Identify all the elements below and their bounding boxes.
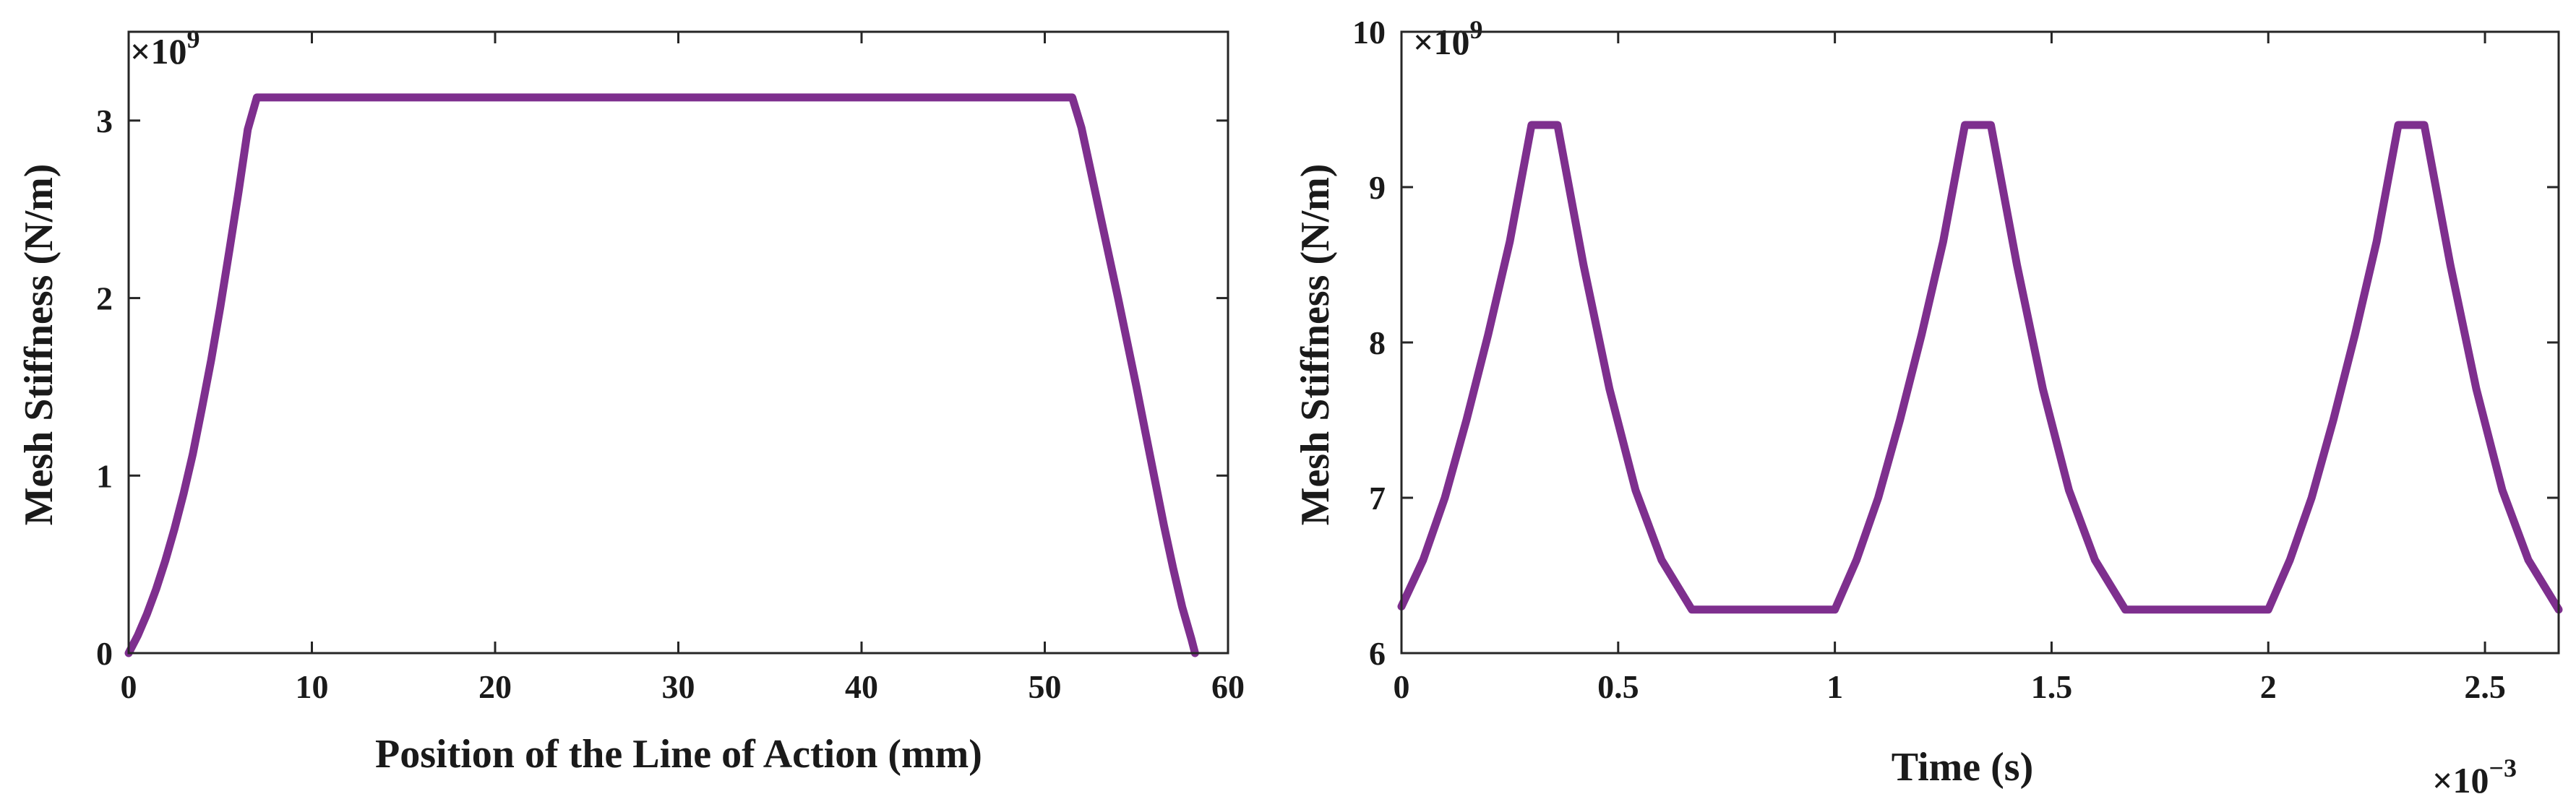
right-chart-y-tick-label: 6 (1369, 635, 1386, 672)
right-chart-y-tick-label: 10 (1352, 14, 1386, 51)
right-chart-y-exponent: ×109 (1413, 15, 1483, 62)
left-chart: Position of the Line of Action (mm) Mesh… (17, 25, 1245, 777)
left-chart-y-tick-label: 3 (96, 103, 113, 139)
left-chart-y-axis-title: Mesh Stiffness (N/m) (17, 164, 61, 526)
left-chart-x-tick-label: 40 (845, 668, 878, 705)
left-chart-y-tick-label: 0 (96, 635, 113, 672)
right-chart-tick-labels: 0 0.5 1 1.5 2 2.5 6 7 8 9 10 (1352, 14, 2506, 705)
left-chart-y-exponent: ×109 (130, 25, 200, 72)
right-chart-y-axis-title: Mesh Stiffness (N/m) (1293, 164, 1338, 526)
right-chart-x-tick-label: 1 (1826, 668, 1843, 705)
right-chart-x-axis-title: Time (s) (1892, 745, 2034, 790)
left-chart-x-axis-title-group: Position of the Line of Action (mm) (375, 732, 982, 777)
left-chart-x-tick-label: 50 (1029, 668, 1062, 705)
right-chart-x-tick-label: 2 (2260, 668, 2277, 705)
right-chart-x-tick-label: 1.5 (2031, 668, 2073, 705)
right-chart-x-exponent: ×10−3 (2432, 754, 2517, 800)
left-chart-x-tick-label: 60 (1211, 668, 1245, 705)
right-chart-series-line (1397, 121, 2563, 614)
left-chart-ticks (127, 32, 1229, 655)
left-chart-x-tick-label: 20 (478, 668, 512, 705)
right-chart-x-tick-label: 2.5 (2464, 668, 2506, 705)
left-chart-y-tick-label: 2 (96, 280, 113, 317)
right-chart-axis-box (1400, 30, 2560, 655)
right-chart-y-tick-label: 8 (1369, 324, 1386, 361)
left-chart-y-tick-label: 1 (96, 457, 113, 494)
left-chart-x-tick-label: 10 (296, 668, 329, 705)
left-chart-series-line (124, 93, 1199, 657)
left-chart-x-axis-title: Position of the Line of Action (mm) (375, 732, 982, 777)
right-chart-x-tick-label: 0 (1394, 668, 1410, 705)
right-chart-x-tick-label: 0.5 (1597, 668, 1639, 705)
right-chart-y-tick-label: 7 (1369, 480, 1386, 517)
right-chart-y-tick-label: 9 (1369, 169, 1386, 206)
left-chart-tick-labels: 0 10 20 30 40 50 60 0 1 2 3 (96, 103, 1245, 705)
left-chart-x-tick-label: 30 (662, 668, 695, 705)
left-chart-axis-box (127, 30, 1229, 655)
right-chart: Time (s) Mesh Stiffness (N/m) ×109 ×10−3… (1293, 14, 2563, 800)
left-chart-x-tick-label: 0 (121, 668, 137, 705)
